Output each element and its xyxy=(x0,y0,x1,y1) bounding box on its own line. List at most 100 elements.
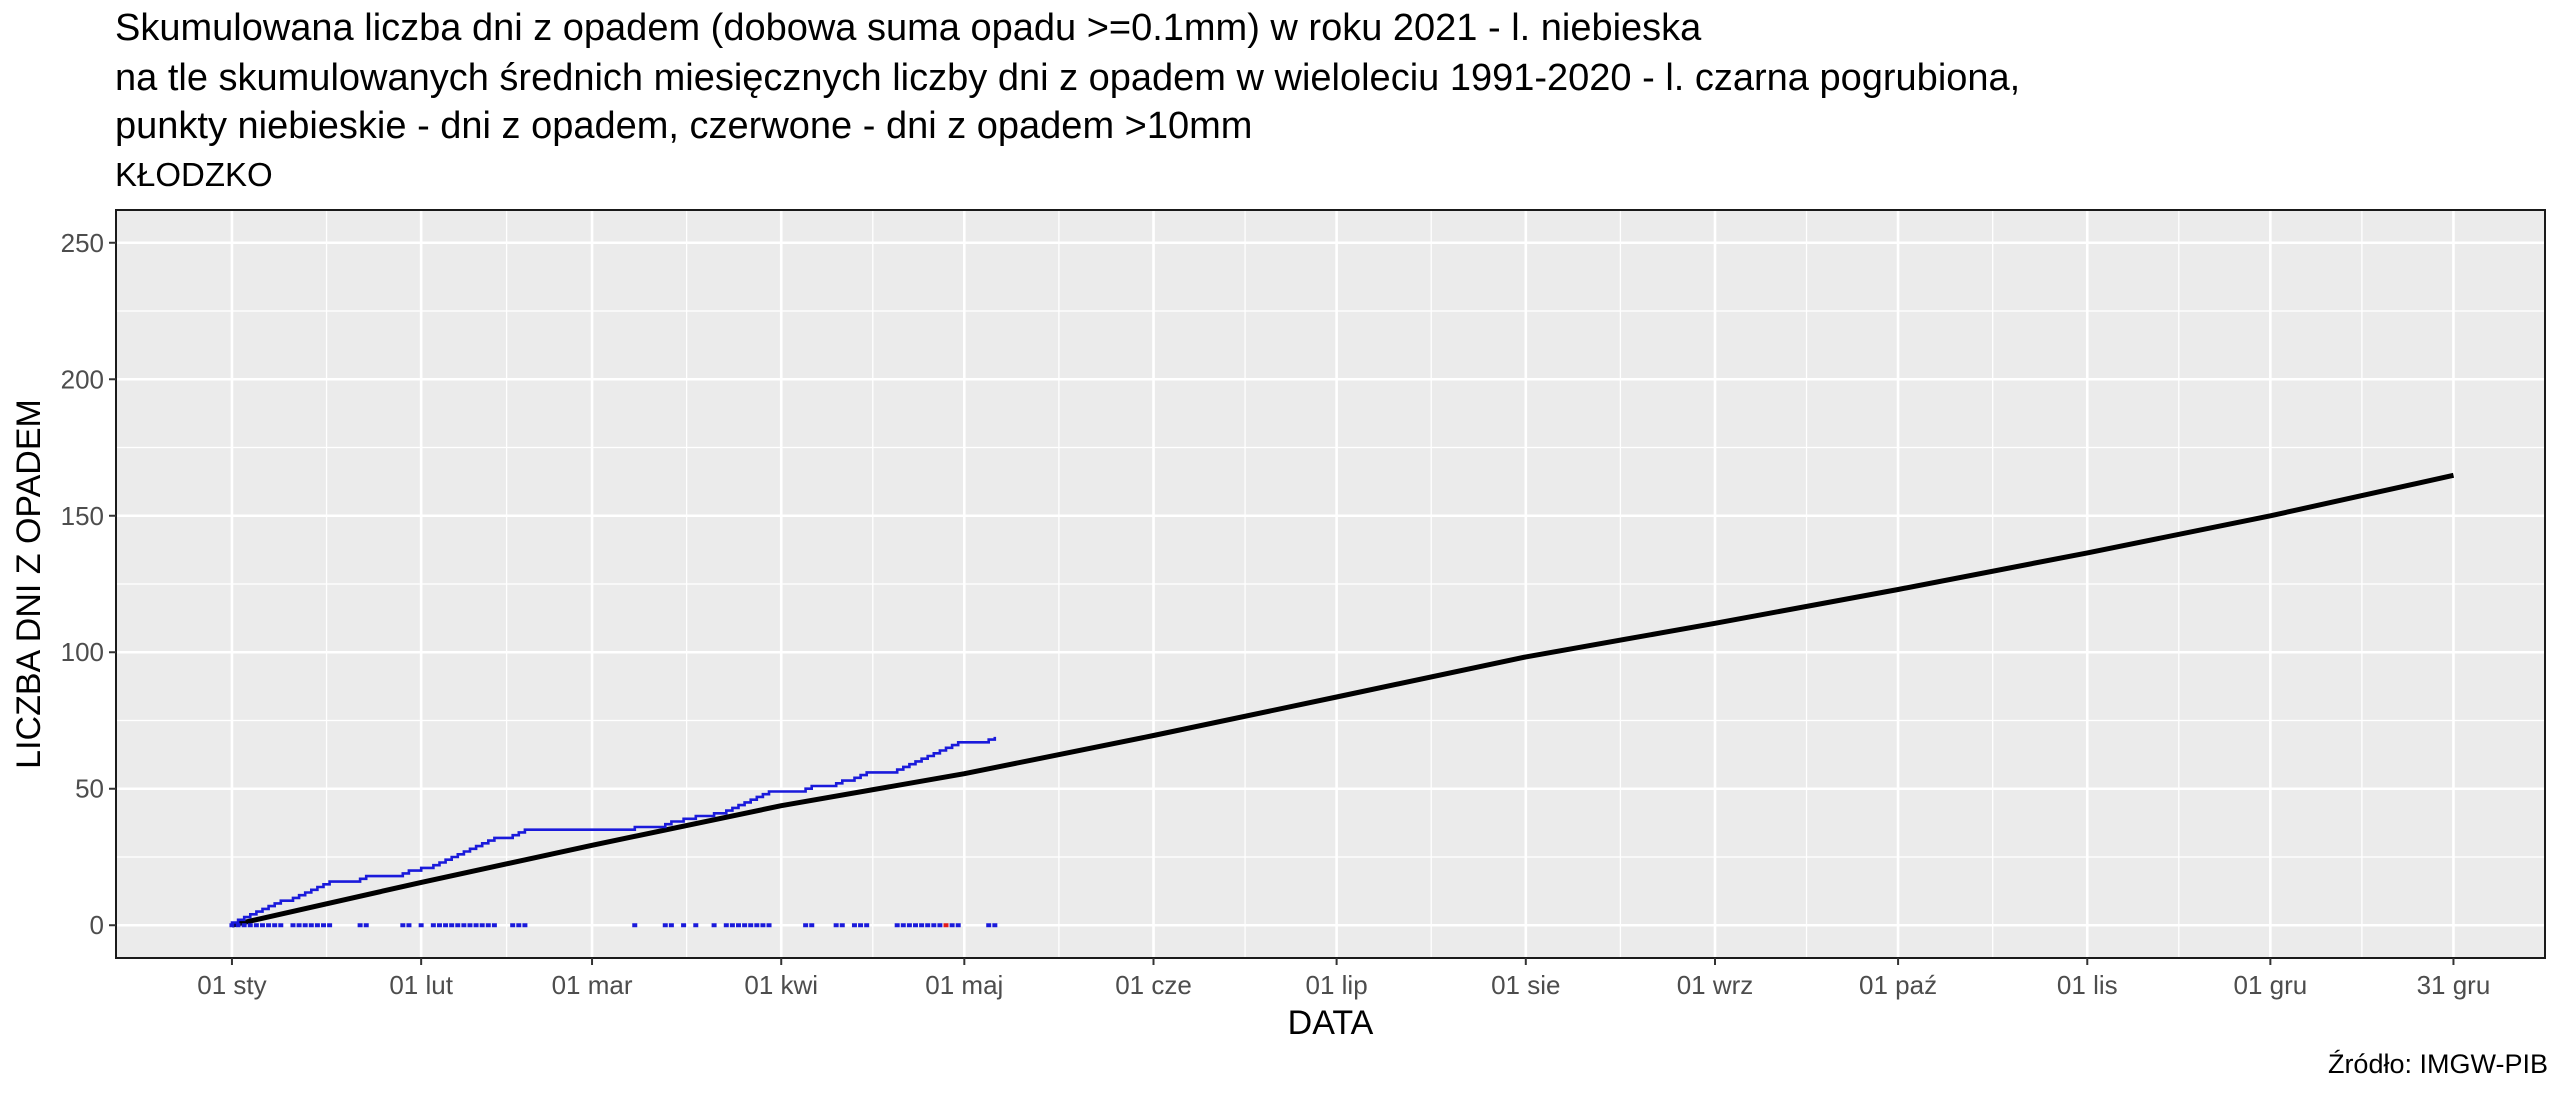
rain-day-point xyxy=(449,923,455,928)
x-tick-label: 01 sty xyxy=(197,970,266,1000)
x-axis-title: DATA xyxy=(1288,1004,1374,1042)
rain-day-point xyxy=(925,923,931,928)
rain-day-point xyxy=(931,923,937,928)
rain-day-point xyxy=(327,923,333,928)
rain-day-point xyxy=(729,923,735,928)
chart-title-line-2: na tle skumulowanych średnich miesięczny… xyxy=(115,57,2021,99)
minor-gridlines xyxy=(116,210,2545,958)
rain-day-point xyxy=(430,923,436,928)
rain-day-point xyxy=(235,923,241,928)
rain-day-point xyxy=(711,923,717,928)
major-gridlines xyxy=(116,210,2545,958)
rain-day-point xyxy=(247,923,253,928)
rain-day-point xyxy=(400,923,406,928)
rain-day-point xyxy=(858,923,864,928)
rain-day-point xyxy=(321,923,327,928)
rain-day-point xyxy=(510,923,516,928)
y-tick-label: 100 xyxy=(61,637,104,667)
axes: 0 50 100 150 200 250 01 sty 01 lut 01 mar 01 kwi 0… xyxy=(61,228,2491,1000)
rain-day-point xyxy=(839,923,845,928)
rain-day-point xyxy=(455,923,461,928)
rain-day-point xyxy=(803,923,809,928)
rain-day-point xyxy=(443,923,449,928)
year-2021-cumulative-line xyxy=(230,736,997,926)
rain-day-point xyxy=(436,923,442,928)
rain-day-point xyxy=(992,923,998,928)
plot-frame xyxy=(115,209,2546,959)
rain-day-point xyxy=(314,923,320,928)
rain-day-point xyxy=(809,923,815,928)
rain-day-point xyxy=(693,923,699,928)
rain-day-point xyxy=(949,923,955,928)
rain-day-point xyxy=(632,923,638,928)
rain-day-point xyxy=(736,923,742,928)
y-axis-title: LICZBA DNI Z OPADEM xyxy=(10,399,48,769)
rain-day-point xyxy=(473,923,479,928)
rain-day-point xyxy=(418,923,424,928)
rain-day-point xyxy=(662,923,668,928)
x-tick-label: 01 maj xyxy=(925,970,1003,1000)
rain-day-point xyxy=(516,923,522,928)
rain-day-point xyxy=(479,923,485,928)
station-subtitle: KŁODZKO xyxy=(115,156,273,193)
rain-day-point xyxy=(467,923,473,928)
rain-day-point xyxy=(912,923,918,928)
x-tick-label: 31 gru xyxy=(2417,970,2491,1000)
heavy-rain-day-point xyxy=(943,923,949,928)
x-tick-label: 01 lis xyxy=(2057,970,2118,1000)
y-tick-label: 50 xyxy=(75,774,104,804)
rain-day-point xyxy=(937,923,943,928)
rain-day-point xyxy=(278,923,284,928)
rain-day-point xyxy=(748,923,754,928)
rain-day-point xyxy=(266,923,272,928)
rain-day-point xyxy=(259,923,265,928)
rain-day-point xyxy=(766,923,772,928)
rain-day-point xyxy=(241,923,247,928)
y-tick-label: 250 xyxy=(61,228,104,258)
rain-day-point xyxy=(461,923,467,928)
rain-day-point xyxy=(723,923,729,928)
rain-day-point xyxy=(906,923,912,928)
rain-day-point xyxy=(302,923,308,928)
rain-day-point xyxy=(406,923,412,928)
rain-day-point xyxy=(919,923,925,928)
rain-day-point xyxy=(668,923,674,928)
rain-day-point xyxy=(833,923,839,928)
rain-day-point xyxy=(363,923,369,928)
x-tick-label: 01 paź xyxy=(1859,970,1937,1000)
x-tick-label: 01 mar xyxy=(552,970,633,1000)
rain-day-point xyxy=(742,923,748,928)
x-tick-label: 01 sie xyxy=(1491,970,1560,1000)
x-tick-label: 01 cze xyxy=(1115,970,1192,1000)
x-tick-label: 01 lip xyxy=(1306,970,1368,1000)
chart-title-line-1: Skumulowana liczba dni z opadem (dobowa … xyxy=(115,7,1702,49)
rain-day-point xyxy=(296,923,302,928)
rain-day-point xyxy=(760,923,766,928)
data-marks xyxy=(229,472,2455,928)
rain-day-point xyxy=(290,923,296,928)
rain-day-point xyxy=(485,923,491,928)
y-tick-label: 150 xyxy=(61,501,104,531)
x-tick-label: 01 wrz xyxy=(1677,970,1754,1000)
rain-day-point xyxy=(522,923,528,928)
chart-title-line-3: punkty niebieskie - dni z opadem, czerwo… xyxy=(115,105,1253,147)
rain-day-point xyxy=(955,923,961,928)
rain-day-point xyxy=(491,923,497,928)
y-tick-label: 0 xyxy=(90,910,104,940)
x-tick-label: 01 gru xyxy=(2233,970,2307,1000)
rain-day-point xyxy=(253,923,259,928)
rain-day-point xyxy=(851,923,857,928)
y-tick-label: 200 xyxy=(61,364,104,394)
rain-day-point xyxy=(308,923,314,928)
rain-day-point xyxy=(229,923,235,928)
rain-day-point xyxy=(894,923,900,928)
rain-day-point xyxy=(754,923,760,928)
rain-day-point xyxy=(681,923,687,928)
x-tick-label: 01 lut xyxy=(389,970,453,1000)
source-caption: Źródło: IMGW-PIB xyxy=(2327,1049,2548,1079)
norm-line-1991-2020 xyxy=(231,472,2455,928)
x-tick-label: 01 kwi xyxy=(744,970,818,1000)
rain-day-point xyxy=(900,923,906,928)
rain-day-point xyxy=(357,923,363,928)
